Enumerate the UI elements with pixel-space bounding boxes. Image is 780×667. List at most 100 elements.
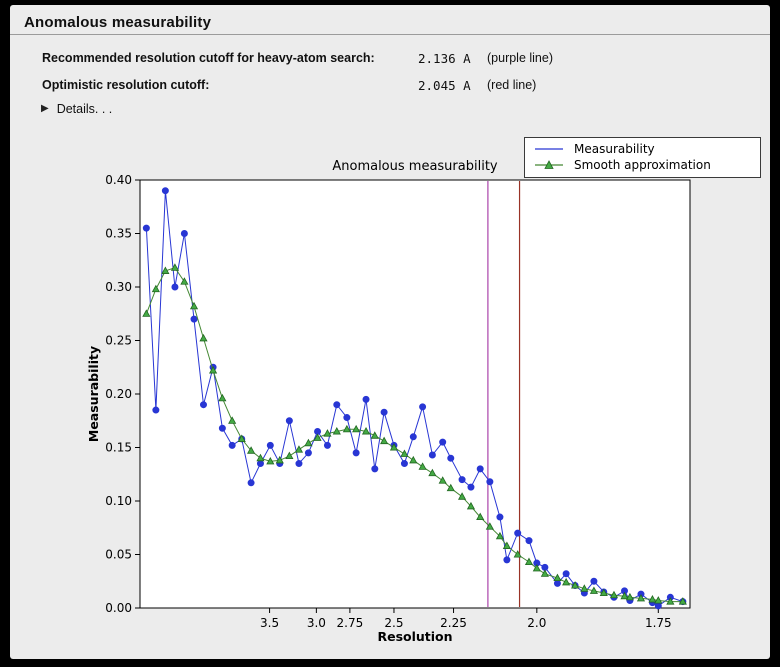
measurability-marker [161,187,169,195]
measurability-marker [171,283,179,291]
measurability-marker [400,460,408,468]
measurability-marker [247,479,255,487]
smooth-approximation-marker [400,449,409,457]
smooth-approximation-marker [625,592,634,601]
smooth-approximation-marker [142,309,151,317]
smooth-approximation-marker [189,301,199,310]
smooth-approximation-marker [237,434,246,442]
smooth-approximation-marker [513,550,522,558]
measurability-marker [323,441,331,449]
smooth-approximation-marker [580,584,589,592]
recommended-cutoff-row: Recommended resolution cutoff for heavy-… [10,51,770,68]
header-divider [10,34,770,35]
smooth-approximation-marker [313,433,322,441]
measurability-marker [439,438,447,446]
measurability-marker [180,230,188,237]
legend-swatch-smooth-line [535,160,563,169]
measurability-marker [458,476,466,484]
x-tick-label: 1.75 [645,616,672,630]
recommended-cutoff-note: (purple line) [487,51,554,65]
smooth-approximation-marker [589,586,598,594]
measurability-marker [486,478,494,486]
anomalous-measurability-panel: Anomalous measurability Recommended reso… [10,5,770,659]
y-tick-label: 0.35 [105,227,132,241]
y-tick-label: 0.40 [105,173,132,187]
details-label: Details. . . [56,102,113,116]
measurability-marker [218,424,226,432]
legend-label-smooth-approximation: Smooth approximation [574,158,711,172]
legend-label-measurability: Measurability [574,142,655,156]
legend-swatch-measurability-line [535,148,563,150]
measurability-marker [496,513,504,521]
measurability-marker [142,224,150,232]
y-tick-label: 0.30 [105,280,132,294]
chart-title: Anomalous measurability [332,159,498,174]
smooth-approximation-marker [218,393,227,402]
legend-item-smooth-approximation: Smooth approximation [533,157,754,173]
smooth-approximation-marker [285,451,294,460]
smooth-approximation-marker [571,581,580,589]
x-tick-label: 3.5 [260,616,279,630]
smooth-approximation-marker [678,597,687,605]
x-tick-label: 3.0 [307,616,326,630]
details-disclosure[interactable]: ▶ Details. . . [41,102,112,116]
measurability-marker [476,465,484,473]
measurability-marker [362,395,370,403]
smooth-approximation-marker [161,266,170,274]
x-tick-label: 2.75 [337,616,364,630]
measurability-marker [562,570,570,578]
smooth-approximation-marker [466,501,476,510]
smooth-approximation-marker [389,443,399,451]
chart-legend: Measurability Smooth approximation [524,137,761,178]
smooth-approximation-marker [370,431,379,439]
smooth-approximation-marker [247,446,256,454]
measurability-marker [371,465,379,473]
smooth-approximation-marker [294,445,304,453]
y-tick-label: 0.20 [105,387,132,401]
measurability-marker [295,460,303,468]
smooth-approximation-marker [380,436,389,445]
optimistic-cutoff-row: Optimistic resolution cutoff: 2.045 A (r… [10,78,770,95]
measurability-marker [333,401,341,409]
smooth-approximation-marker [332,427,341,435]
smooth-approximation-marker [524,557,534,565]
measurability-marker [503,556,511,564]
smooth-approximation-marker [562,577,571,586]
smooth-approximation-marker [532,563,541,572]
smooth-approximation-marker [476,512,485,521]
optimistic-cutoff-label: Optimistic resolution cutoff: [42,78,210,92]
measurability-marker [190,315,198,323]
smooth-approximation-marker [180,277,189,285]
y-tick-label: 0.10 [105,494,132,508]
y-tick-label: 0.05 [105,548,132,562]
measurability-marker [467,483,475,491]
smooth-approximation-marker [323,429,332,437]
smooth-approximation-marker [438,476,447,484]
smooth-approximation-marker [409,455,418,464]
smooth-approximation-marker [228,416,237,424]
smooth-approximation-marker [457,492,467,500]
measurability-marker [285,417,293,425]
measurability-chart: 0.00 0.05 0.10 0.15 0.20 0.25 0.30 0.35 0.40 3.5 3… [86,159,691,644]
smooth-approximation-marker [256,453,265,462]
measurability-marker [514,529,522,537]
smooth-approximation-marker [361,427,371,435]
smooth-approximation-marker [275,455,284,464]
measurability-marker [553,579,561,587]
smooth-approximation-marker [446,483,455,492]
page-title: Anomalous measurability [24,14,212,31]
y-tick-label: 0.25 [105,334,132,348]
measurability-marker [266,441,274,449]
y-tick-label: 0.15 [105,441,132,455]
measurability-marker [343,414,351,422]
smooth-approximation-marker [209,366,218,374]
measurability-marker [419,403,427,411]
measurability-marker [428,451,436,459]
smooth-approximation-marker [654,596,663,604]
recommended-cutoff-label: Recommended resolution cutoff for heavy-… [42,51,375,65]
y-tick-label: 0.00 [105,601,132,615]
smooth-approximation-marker [428,468,437,477]
smooth-approximation-marker [540,569,549,577]
smooth-approximation-marker [599,588,608,597]
